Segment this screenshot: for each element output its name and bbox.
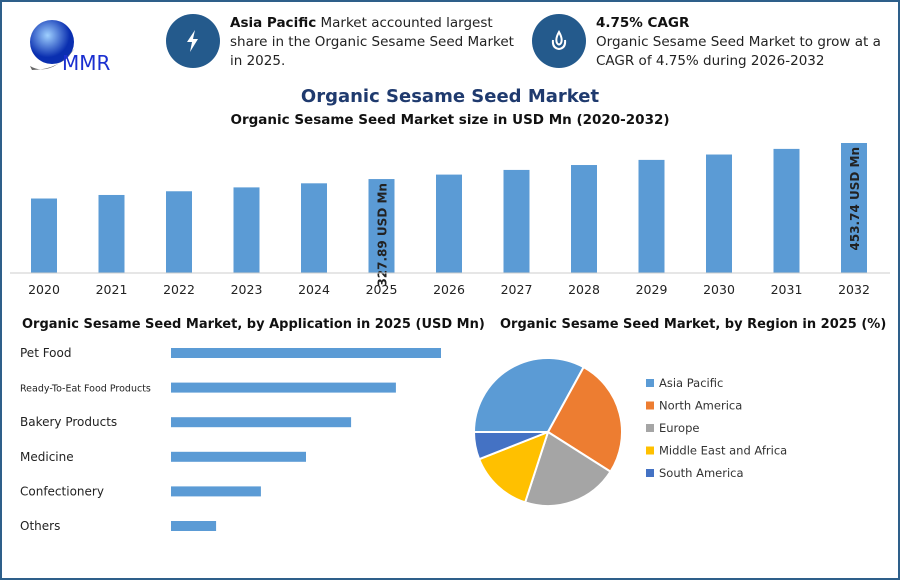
x-tick-label: 2028 [568, 282, 600, 297]
bar-chart-title: Organic Sesame Seed Market size in USD M… [230, 112, 670, 128]
x-tick-label: 2032 [838, 282, 870, 297]
legend-label: Asia Pacific [659, 376, 723, 390]
category-label: Pet Food [20, 346, 72, 360]
drop-hand-icon [532, 14, 586, 68]
x-tick-label: 2031 [771, 282, 803, 297]
bar-2027 [503, 169, 530, 273]
slice-asia-pacific [472, 357, 586, 433]
region-chart: Asia Pacific North America Europe Middle Ea… [472, 357, 787, 507]
bar-2032 [841, 143, 867, 273]
x-tick-label: 2027 [501, 282, 533, 297]
slice-north-america [546, 365, 623, 474]
category-label: Bakery Products [20, 415, 117, 429]
bar-2023 [233, 187, 260, 273]
legend-swatch [646, 446, 654, 455]
bar-2031 [773, 148, 800, 273]
application-chart: Pet Food Ready-To-Eat Food Products Bakery… [20, 346, 441, 533]
x-tick-label: 2024 [298, 282, 330, 297]
x-tick-label: 2021 [96, 282, 128, 297]
bar-2030 [706, 154, 732, 273]
category-label: Medicine [20, 450, 74, 464]
category-label: Ready-To-Eat Food Products [20, 384, 151, 395]
slice-europe [523, 430, 612, 507]
bar-2024 [301, 183, 327, 273]
x-tick-label: 2026 [433, 282, 465, 297]
bar-2021 [98, 194, 125, 273]
x-tick-label: 2023 [231, 282, 263, 297]
bar-2020 [31, 198, 57, 273]
bar-bakery-products [171, 417, 352, 428]
logo-text: MMR [62, 51, 111, 75]
bar-2026 [436, 174, 462, 273]
info-cagr: 4.75% CAGR Organic Sesame Seed Market to … [596, 15, 881, 69]
bar-2028 [571, 165, 597, 273]
x-tick-label: 2029 [636, 282, 668, 297]
bar-medicine [171, 451, 306, 462]
legend-swatch [646, 379, 654, 387]
bar-ready-to-eat-food-products [171, 382, 396, 393]
legend-label: Europe [659, 421, 699, 435]
legend-swatch [646, 424, 654, 432]
bar-pet-food [171, 348, 441, 358]
data-label: 453.74 USD Mn [848, 147, 862, 251]
x-tick-label: 2020 [28, 282, 60, 297]
info-region: Asia Pacific Market accounted largest sh… [230, 15, 514, 69]
bar-others [171, 521, 217, 531]
slice-middle-east-and-africa [477, 430, 550, 504]
lightning-icon [166, 14, 220, 68]
legend-label: North America [659, 399, 742, 413]
bar-2025 [368, 179, 395, 273]
mmr-logo: MMR [30, 20, 111, 75]
category-label: Confectionery [20, 484, 104, 498]
bar-2022 [166, 191, 192, 273]
x-tick-label: 2030 [703, 282, 735, 297]
legend-swatch [646, 469, 654, 477]
x-tick-label: 2022 [163, 282, 195, 297]
bar-confectionery [171, 486, 261, 497]
bar-2029 [638, 159, 665, 273]
x-tick-label: 2025 [366, 282, 398, 297]
slice-south-america [472, 431, 549, 461]
legend-swatch [646, 401, 654, 410]
main-title: Organic Sesame Seed Market [300, 86, 600, 107]
category-label: Others [20, 519, 60, 533]
application-chart-title: Organic Sesame Seed Market, by Applicati… [22, 317, 485, 332]
data-label: 327.89 USD Mn [376, 183, 390, 287]
region-chart-title: Organic Sesame Seed Market, by Region in… [500, 317, 887, 332]
legend-label: South America [659, 466, 744, 480]
legend-label: Middle East and Africa [659, 444, 787, 458]
